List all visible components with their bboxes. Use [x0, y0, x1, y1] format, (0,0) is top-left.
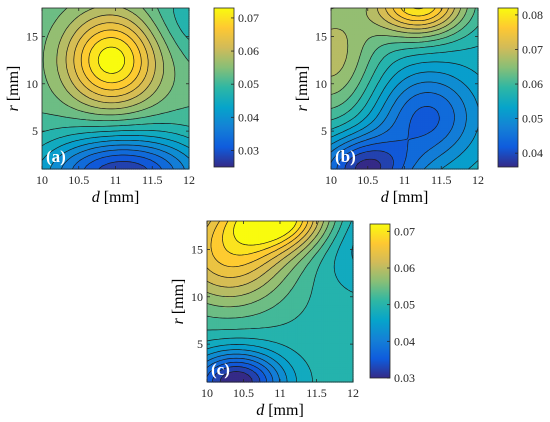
x-tick-label: 10.5: [68, 173, 89, 187]
colorbar-gradient: [213, 7, 235, 168]
y-tick-label: 10: [26, 77, 38, 91]
colorbar-tick-label: 0.04: [394, 334, 415, 348]
contour-lines: [330, 7, 479, 170]
y-tick-label: 15: [26, 29, 38, 43]
x-tick-label: 10: [325, 173, 337, 187]
panel-label: (c): [211, 360, 230, 379]
y-tick-label: 5: [197, 337, 203, 351]
x-tick-label: 10.5: [233, 386, 254, 400]
y-axis-label: r [mm]: [294, 66, 311, 112]
y-tick-label: 10: [191, 290, 203, 304]
x-axis-label: d [mm]: [381, 189, 429, 206]
contour-lines: [41, 7, 190, 170]
colorbar-gradient: [369, 223, 391, 379]
colorbar-tick-label: 0.05: [522, 112, 543, 126]
panel-label: (a): [46, 147, 66, 166]
colorbar-tick-label: 0.05: [394, 298, 415, 312]
colorbar-tick-label: 0.06: [238, 44, 259, 58]
colorbar-tick-label: 0.08: [522, 8, 543, 22]
x-tick-label: 12: [472, 173, 484, 187]
colorbar-tick-label: 0.06: [522, 77, 543, 91]
x-tick-label: 11.5: [306, 386, 327, 400]
x-tick-label: 11.5: [142, 173, 163, 187]
x-tick-label: 11: [399, 173, 411, 187]
colorbar-tick-label: 0.07: [238, 11, 259, 25]
x-axis-label: d [mm]: [92, 189, 140, 206]
x-tick-label: 10: [36, 173, 48, 187]
y-tick-label: 5: [32, 124, 38, 138]
x-tick-label: 10: [201, 386, 213, 400]
colorbar: 0.03 0.04 0.05 0.06 0.07: [369, 223, 415, 385]
colorbar-tick-label: 0.05: [238, 77, 259, 91]
x-tick-label: 11: [110, 173, 122, 187]
x-tick-label: 11.5: [431, 173, 452, 187]
x-tick-label: 10.5: [357, 173, 378, 187]
colorbar-tick-label: 0.07: [522, 42, 543, 56]
colorbar-tick-label: 0.03: [238, 143, 259, 157]
y-tick-label: 15: [315, 29, 327, 43]
y-tick-label: 5: [321, 124, 327, 138]
colorbar-tick-label: 0.03: [394, 371, 415, 385]
contour-fill: [42, 8, 190, 170]
colorbar-tick-label: 0.04: [522, 146, 543, 160]
colorbar-gradient: [497, 7, 519, 168]
colorbar-tick-label: 0.04: [238, 110, 259, 124]
x-axis-label: d [mm]: [256, 402, 304, 419]
colorbar-tick-label: 0.06: [394, 261, 415, 275]
y-axis-label: r [mm]: [5, 66, 22, 112]
x-tick-label: 12: [183, 173, 195, 187]
y-axis-label: r [mm]: [170, 279, 187, 325]
x-tick-label: 12: [347, 386, 359, 400]
panel-label: (b): [335, 147, 356, 166]
contour-fill: [331, 8, 479, 170]
y-tick-label: 15: [191, 242, 203, 256]
colorbar-tick-label: 0.07: [394, 224, 415, 238]
contour-lines: [206, 220, 354, 383]
y-tick-label: 10: [315, 77, 327, 91]
x-tick-label: 11: [274, 386, 286, 400]
colorbar: 0.03 0.04 0.05 0.06 0.07: [213, 7, 259, 168]
colorbar: 0.04 0.05 0.06 0.07 0.08: [497, 7, 543, 168]
